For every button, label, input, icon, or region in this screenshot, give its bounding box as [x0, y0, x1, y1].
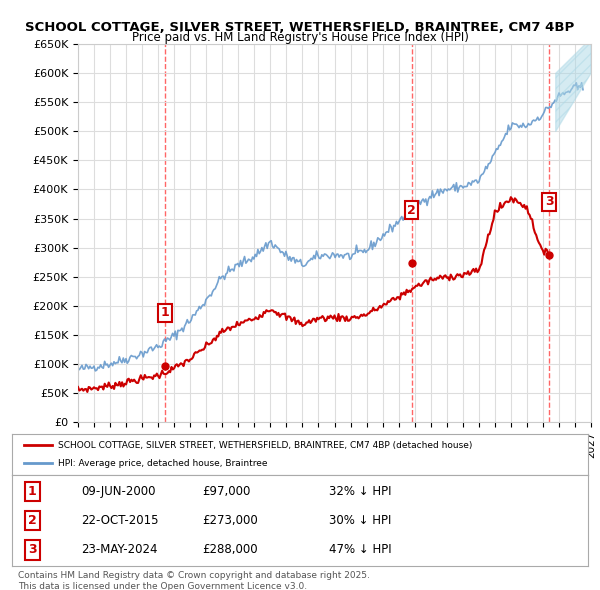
Text: 3: 3 — [28, 543, 37, 556]
Text: 2: 2 — [407, 204, 416, 217]
Text: 2: 2 — [28, 514, 37, 527]
Text: 47% ↓ HPI: 47% ↓ HPI — [329, 543, 391, 556]
Text: Contains HM Land Registry data © Crown copyright and database right 2025.
This d: Contains HM Land Registry data © Crown c… — [18, 571, 370, 590]
Text: HPI: Average price, detached house, Braintree: HPI: Average price, detached house, Brai… — [58, 459, 268, 468]
Text: 1: 1 — [161, 306, 170, 319]
Text: 32% ↓ HPI: 32% ↓ HPI — [329, 485, 391, 498]
Text: 23-MAY-2024: 23-MAY-2024 — [81, 543, 158, 556]
Text: £288,000: £288,000 — [202, 543, 258, 556]
Text: SCHOOL COTTAGE, SILVER STREET, WETHERSFIELD, BRAINTREE, CM7 4BP (detached house): SCHOOL COTTAGE, SILVER STREET, WETHERSFI… — [58, 441, 472, 450]
Text: Price paid vs. HM Land Registry's House Price Index (HPI): Price paid vs. HM Land Registry's House … — [131, 31, 469, 44]
Text: 1: 1 — [28, 485, 37, 498]
Text: £273,000: £273,000 — [202, 514, 258, 527]
Text: SCHOOL COTTAGE, SILVER STREET, WETHERSFIELD, BRAINTREE, CM7 4BP: SCHOOL COTTAGE, SILVER STREET, WETHERSFI… — [25, 21, 575, 34]
Text: 30% ↓ HPI: 30% ↓ HPI — [329, 514, 391, 527]
Text: 22-OCT-2015: 22-OCT-2015 — [81, 514, 158, 527]
Text: £97,000: £97,000 — [202, 485, 250, 498]
Text: 09-JUN-2000: 09-JUN-2000 — [81, 485, 155, 498]
Text: 3: 3 — [545, 195, 553, 208]
